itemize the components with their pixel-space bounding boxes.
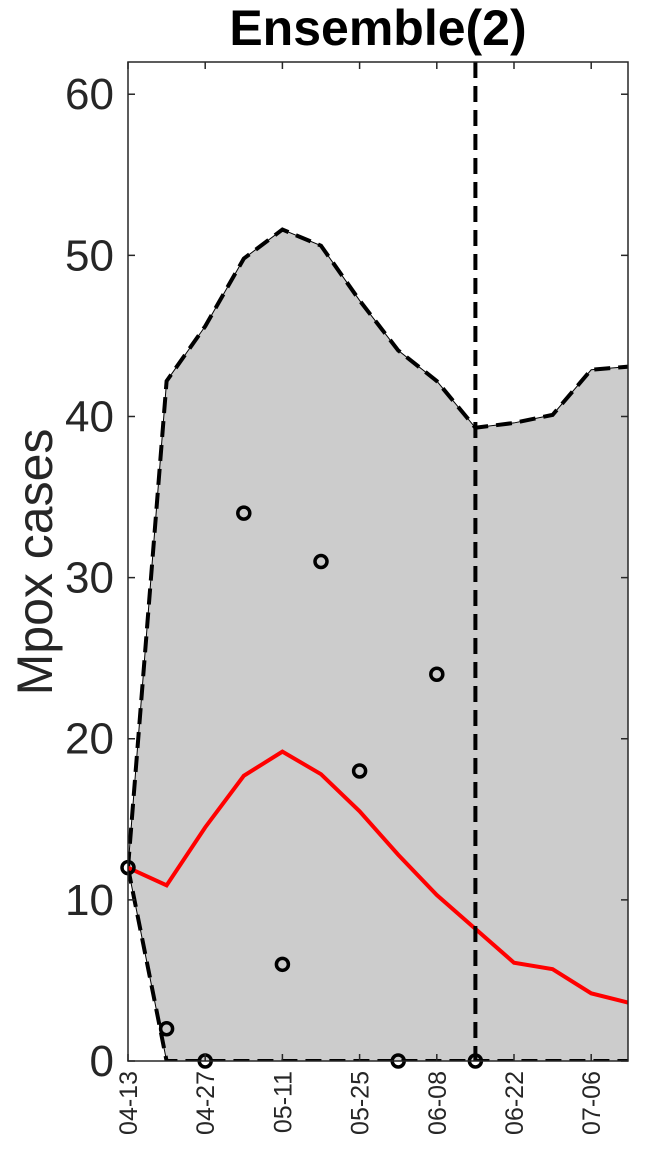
chart-title: Ensemble(2) bbox=[229, 0, 526, 56]
x-tick-label: 05-11 bbox=[269, 1071, 297, 1133]
y-tick-label: 50 bbox=[65, 231, 114, 280]
fit-line bbox=[128, 749, 628, 1005]
y-tick-label: 20 bbox=[65, 715, 114, 764]
y-tick-label: 10 bbox=[65, 876, 114, 925]
x-tick-label: 04-27 bbox=[192, 1071, 220, 1135]
y-tick-label: 30 bbox=[65, 554, 114, 603]
y-tick-label: 40 bbox=[65, 392, 114, 441]
x-tick-label: 07-06 bbox=[578, 1071, 606, 1135]
x-tick-label: 06-22 bbox=[501, 1071, 529, 1135]
observed-point bbox=[313, 553, 329, 570]
y-axis-label: Mpox cases bbox=[7, 429, 63, 696]
x-tick-label: 05-25 bbox=[347, 1071, 375, 1135]
upper-bound-line bbox=[128, 227, 628, 868]
uncertainty-band bbox=[128, 229, 628, 1061]
observed-point bbox=[351, 763, 368, 779]
y-tick-label: 0 bbox=[90, 1037, 114, 1086]
observed-point bbox=[429, 666, 445, 683]
plot-area: 0 10 20 30 40 50 60 04-13 04-27 05-11 05-25 06-08 06… bbox=[65, 61, 629, 1135]
plot-series bbox=[128, 62, 628, 1061]
y-tick-label: 60 bbox=[65, 70, 114, 119]
observed-point bbox=[274, 956, 291, 973]
x-tick-label: 04-13 bbox=[115, 1071, 143, 1135]
observed-point bbox=[236, 505, 252, 521]
axes-box bbox=[127, 61, 629, 1062]
observed-point bbox=[158, 1021, 175, 1037]
x-tick-label: 06-08 bbox=[424, 1071, 452, 1135]
